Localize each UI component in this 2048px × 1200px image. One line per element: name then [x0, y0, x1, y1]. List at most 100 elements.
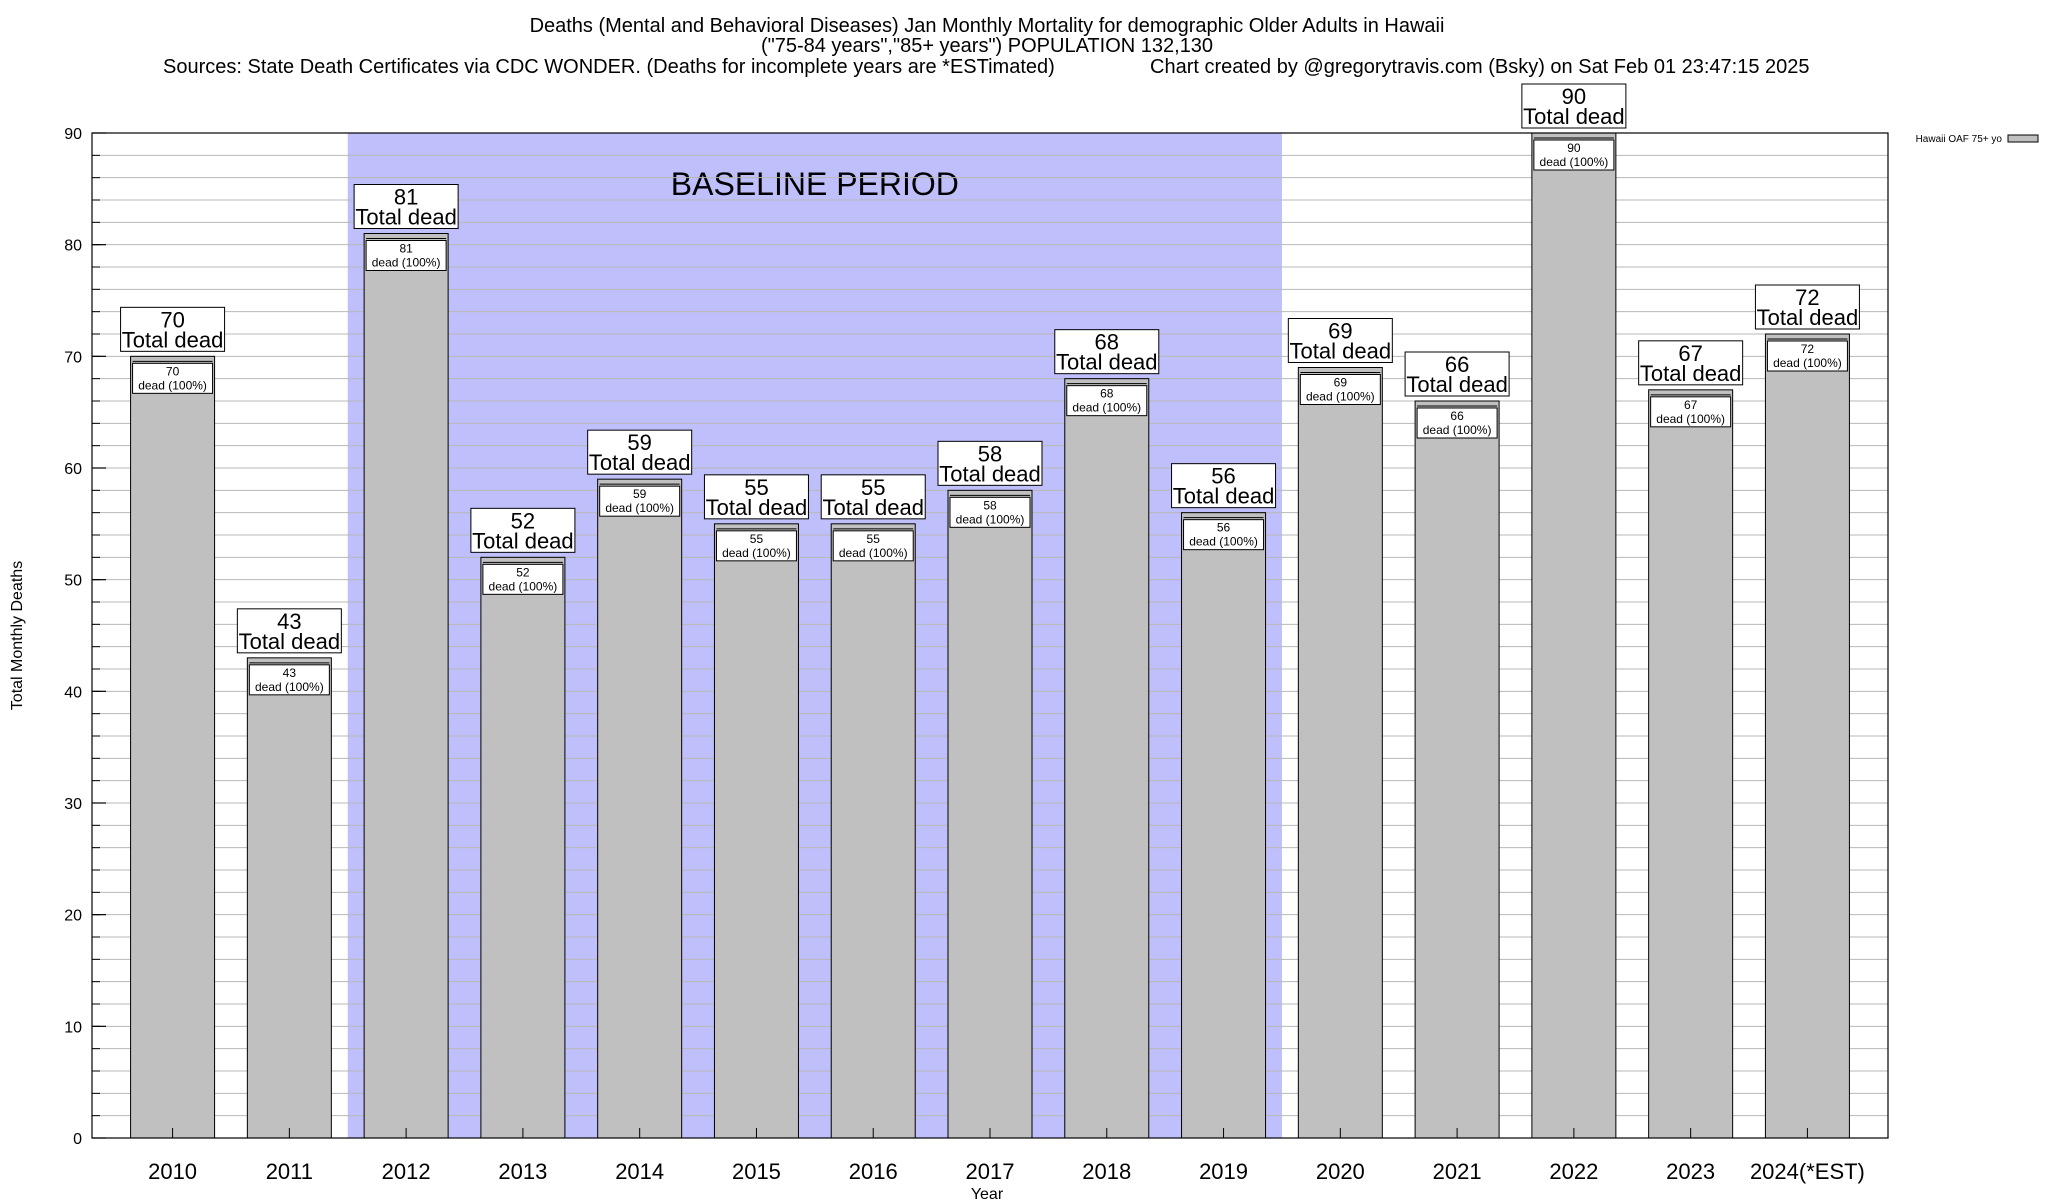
total-label-value: 70	[160, 307, 184, 332]
inner-label-value: 58	[983, 498, 997, 512]
total-label-box	[470, 507, 576, 553]
x-tick-label: 2013	[498, 1159, 547, 1184]
total-label-box	[1638, 340, 1744, 386]
total-label-box	[1054, 329, 1160, 375]
total-label-value: 72	[1795, 285, 1819, 310]
x-tick-label: 2023	[1666, 1159, 1715, 1184]
inner-label-value: 56	[1217, 521, 1231, 535]
inner-label-value: 90	[1567, 141, 1581, 155]
inner-label-value: 55	[750, 532, 764, 546]
inner-label-box	[715, 530, 797, 562]
chart-title: Deaths (Mental and Behavioral Diseases) …	[530, 15, 1445, 37]
inner-label-text: dead (100%)	[1189, 535, 1258, 549]
inner-label-value: 72	[1801, 342, 1815, 356]
total-label-text: Total dead	[1406, 372, 1508, 397]
total-label-value: 55	[861, 475, 885, 500]
total-label-text: Total dead	[939, 461, 1041, 486]
inner-label-box	[599, 485, 681, 517]
bar	[1648, 389, 1734, 1139]
total-label-text: Total dead	[1757, 305, 1859, 330]
inner-label-text: dead (100%)	[839, 546, 908, 560]
y-tick-label: 90	[64, 126, 82, 143]
bar	[1414, 400, 1500, 1139]
inner-label-box	[1650, 396, 1732, 428]
y-tick-label: 80	[64, 238, 82, 255]
x-tick-label: 2022	[1549, 1159, 1598, 1184]
total-label-text: Total dead	[355, 205, 457, 230]
total-label-box	[353, 184, 459, 229]
bar	[1764, 333, 1850, 1139]
total-label-box	[1404, 351, 1510, 397]
x-axis-label: Year	[971, 1186, 1004, 1200]
y-tick-label: 60	[64, 461, 82, 478]
bar	[713, 523, 799, 1139]
inner-label-value: 67	[1684, 398, 1698, 412]
total-label-text: Total dead	[239, 629, 341, 654]
total-label-box	[937, 440, 1043, 486]
inner-label-text: dead (100%)	[1773, 356, 1842, 370]
inner-label-box	[1533, 139, 1615, 171]
total-label-value: 56	[1211, 464, 1235, 489]
total-label-value: 52	[511, 508, 535, 533]
inner-label-text: dead (100%)	[1306, 390, 1375, 404]
total-label-box	[1287, 318, 1393, 363]
inner-label-box	[1766, 340, 1848, 372]
y-tick-label: 10	[64, 1019, 82, 1036]
total-label-box	[820, 474, 926, 520]
inner-label-value: 68	[1100, 387, 1114, 401]
bar	[363, 233, 449, 1139]
bar	[1064, 378, 1150, 1139]
x-tick-label: 2015	[732, 1159, 781, 1184]
chart-credit: Chart created by @gregorytravis.com (Bsk…	[1150, 56, 1810, 78]
inner-label-text: dead (100%)	[956, 512, 1025, 526]
total-label-value: 67	[1678, 341, 1702, 366]
bar	[1181, 512, 1267, 1139]
chart-subtitle: ("75-84 years","85+ years") POPULATION 1…	[761, 35, 1213, 57]
x-tick-label: 2024(*EST)	[1750, 1159, 1865, 1184]
bar	[1531, 132, 1617, 1139]
bar	[947, 489, 1033, 1139]
total-label-text: Total dead	[472, 528, 574, 553]
inner-label-text: dead (100%)	[1423, 423, 1492, 437]
plot-border	[91, 132, 1889, 1139]
x-tick-label: 2014	[615, 1159, 664, 1184]
total-label-box	[120, 306, 226, 352]
y-tick-label: 50	[64, 573, 82, 590]
inner-label-box	[1416, 407, 1498, 439]
total-label-box	[1171, 463, 1277, 509]
inner-label-text: dead (100%)	[1540, 155, 1609, 169]
total-label-text: Total dead	[706, 495, 808, 520]
inner-label-value: 55	[867, 532, 881, 546]
x-tick-label: 2010	[148, 1159, 197, 1184]
inner-label-text: dead (100%)	[255, 680, 324, 694]
inner-label-value: 81	[399, 242, 413, 256]
total-label-box	[703, 474, 809, 520]
total-label-text: Total dead	[122, 327, 224, 352]
y-tick-label: 0	[73, 1131, 82, 1148]
total-label-text: Total dead	[1290, 339, 1392, 364]
x-tick-label: 2019	[1199, 1159, 1248, 1184]
total-label-text: Total dead	[822, 495, 924, 520]
total-label-value: 43	[277, 609, 301, 634]
legend-swatch	[2007, 134, 2039, 143]
total-label-value: 81	[394, 185, 418, 210]
total-label-text: Total dead	[1056, 350, 1158, 375]
y-tick-label: 20	[64, 908, 82, 925]
baseline-period-label: BASELINE PERIOD	[671, 166, 959, 202]
bar	[130, 355, 216, 1139]
inner-label-box	[949, 496, 1031, 528]
inner-label-text: dead (100%)	[1072, 401, 1141, 415]
inner-label-value: 66	[1450, 409, 1464, 423]
total-label-value: 90	[1562, 84, 1586, 109]
total-label-box	[1754, 284, 1860, 330]
x-tick-label: 2021	[1433, 1159, 1482, 1184]
total-label-text: Total dead	[1173, 484, 1275, 509]
total-label-value: 55	[744, 475, 768, 500]
bar	[1297, 367, 1383, 1139]
inner-label-box	[248, 664, 330, 696]
legend-label: Hawaii OAF 75+ yo	[1916, 134, 2003, 145]
total-label-box	[1521, 83, 1627, 129]
inner-label-text: dead (100%)	[489, 579, 558, 593]
x-tick-label: 2011	[266, 1159, 313, 1184]
